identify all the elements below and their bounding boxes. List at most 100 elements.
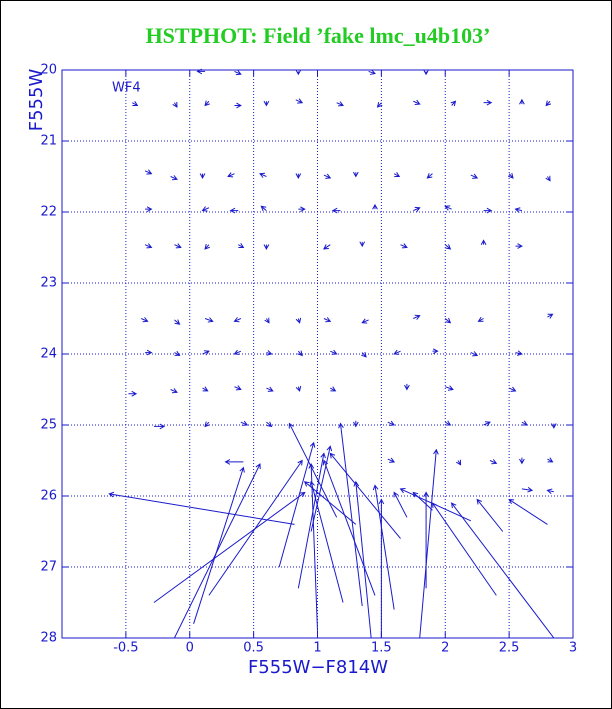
vector-arrow bbox=[260, 205, 267, 212]
vector-arrow bbox=[132, 101, 139, 107]
vector-arrow bbox=[477, 316, 484, 322]
vector-arrow bbox=[174, 243, 182, 249]
vector-arrow bbox=[489, 459, 498, 465]
vector-arrow bbox=[545, 100, 552, 107]
y-tick-label: 20 bbox=[40, 63, 57, 78]
vector-arrow bbox=[266, 386, 274, 392]
vector-arrow bbox=[141, 317, 149, 323]
vector-arrow bbox=[519, 98, 525, 105]
vector-arrow bbox=[259, 172, 267, 178]
vector-arrow bbox=[387, 420, 396, 426]
vector-arrow bbox=[521, 420, 528, 426]
vector-arrow bbox=[227, 172, 235, 178]
vector-arrow bbox=[483, 99, 493, 106]
vector-arrow bbox=[266, 350, 273, 356]
vector-arrow bbox=[514, 207, 523, 213]
vector-arrow bbox=[204, 100, 210, 107]
vector-arrow bbox=[393, 491, 408, 518]
vector-arrow bbox=[234, 69, 242, 76]
y-tick-label: 26 bbox=[40, 489, 57, 504]
vector-arrow bbox=[202, 386, 209, 392]
x-tick-label: -0.5 bbox=[113, 641, 138, 656]
vector-arrow bbox=[297, 452, 326, 589]
vector-arrow bbox=[372, 203, 378, 210]
vector-arrow bbox=[204, 243, 210, 250]
vector-arrow bbox=[451, 502, 555, 639]
vector-arrow bbox=[144, 243, 153, 249]
x-tick-label: 0 bbox=[186, 641, 194, 656]
vector-arrow bbox=[298, 206, 306, 212]
vector-arrow bbox=[201, 206, 210, 212]
vector-arrow bbox=[361, 351, 367, 358]
vector-arrow bbox=[445, 385, 454, 391]
vector-arrow bbox=[404, 383, 410, 391]
vector-arrow bbox=[224, 459, 244, 465]
vector-arrow bbox=[234, 102, 242, 109]
vector-arrow bbox=[359, 241, 366, 248]
vector-arrow bbox=[238, 243, 245, 249]
vector-arrow bbox=[145, 206, 153, 212]
vector-arrow bbox=[545, 175, 551, 182]
vector-arrow bbox=[174, 319, 181, 325]
vector-arrow bbox=[521, 486, 534, 493]
vector-arrow bbox=[240, 420, 249, 426]
vector-arrow bbox=[423, 491, 429, 589]
vector-arrow bbox=[508, 172, 514, 179]
vector-arrow bbox=[419, 448, 439, 639]
vector-arrow bbox=[352, 171, 359, 178]
vector-arrow bbox=[378, 498, 385, 638]
vector-arrow bbox=[323, 173, 332, 179]
vector-arrow bbox=[444, 205, 452, 211]
y-tick-label: 25 bbox=[40, 418, 57, 433]
vector-arrow bbox=[450, 100, 457, 107]
vector-arrow bbox=[368, 69, 376, 75]
vector-arrow bbox=[145, 349, 153, 356]
vector-arrow bbox=[229, 207, 239, 214]
x-tick-label: 3 bbox=[569, 641, 577, 656]
y-tick-label: 23 bbox=[40, 276, 57, 291]
y-axis-label: F555W bbox=[26, 69, 47, 132]
vector-arrow bbox=[263, 100, 270, 107]
vector-arrow bbox=[480, 239, 487, 246]
vector-arrow bbox=[352, 420, 359, 428]
vector-arrow bbox=[329, 452, 401, 539]
vector-arrow bbox=[266, 421, 273, 428]
vector-arrow bbox=[330, 386, 337, 392]
y-tick-label: 21 bbox=[40, 134, 57, 149]
vector-arrow bbox=[361, 318, 369, 324]
vector-arrow bbox=[412, 491, 433, 511]
vector-arrow bbox=[196, 68, 206, 75]
vector-arrow bbox=[476, 498, 504, 532]
vector-arrow bbox=[515, 350, 523, 356]
vector-arrow bbox=[444, 244, 452, 250]
vector-arrow bbox=[413, 99, 421, 105]
vector-arrow bbox=[295, 69, 302, 76]
vector-arrow bbox=[547, 457, 554, 463]
vector-arrow bbox=[144, 169, 153, 175]
y-tick-label: 22 bbox=[40, 205, 57, 220]
vector-arrow bbox=[546, 488, 554, 494]
vector-arrow bbox=[153, 491, 306, 603]
vector-arrow bbox=[508, 386, 517, 392]
vector-arrow bbox=[470, 351, 479, 357]
vector-arrow bbox=[483, 421, 491, 427]
vector-arrow bbox=[233, 349, 242, 355]
vector-arrow bbox=[264, 317, 270, 324]
vector-arrow bbox=[551, 423, 557, 429]
vector-arrow bbox=[173, 463, 261, 639]
vector-arrow bbox=[432, 348, 439, 354]
vector-arrow bbox=[376, 101, 383, 108]
vector-arrow bbox=[445, 420, 452, 426]
vector-arrow bbox=[338, 422, 363, 607]
vector-arrow bbox=[309, 480, 344, 603]
vector-arrow bbox=[170, 388, 178, 394]
vector-arrow bbox=[387, 457, 396, 463]
x-tick-label: 2.5 bbox=[499, 641, 520, 656]
vector-arrow bbox=[174, 350, 181, 356]
vector-arrow bbox=[108, 491, 295, 525]
vector-arrow bbox=[519, 457, 525, 465]
vector-arrow bbox=[170, 175, 178, 181]
vector-arrow bbox=[295, 173, 302, 179]
vector-arrow bbox=[295, 385, 302, 392]
